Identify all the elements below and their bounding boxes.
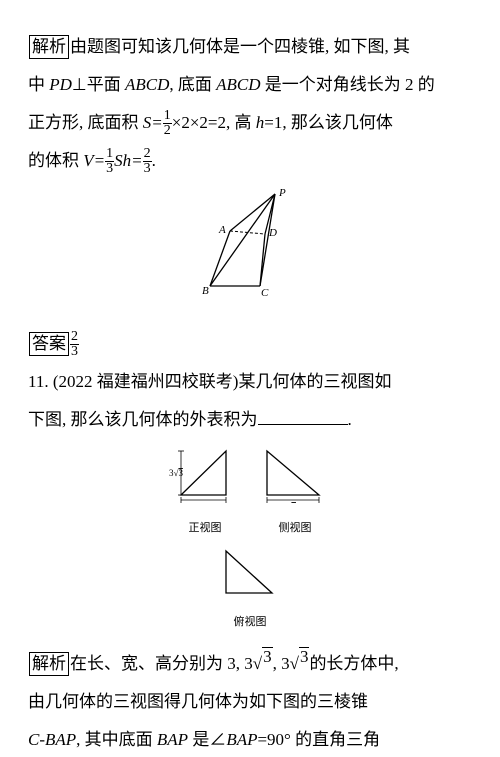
- side-view: 3√3 侧视图: [259, 445, 331, 539]
- answer-frac: 23: [70, 330, 79, 359]
- q11-l2: 下图, 那么该几何体的外表积为.: [28, 403, 472, 437]
- label-jiexi-2: 解析: [29, 652, 69, 676]
- top-label: 俯视图: [218, 611, 282, 633]
- sqrt3b: √3: [290, 647, 310, 681]
- svg-text:C: C: [261, 287, 269, 299]
- frac-third: 13: [105, 147, 114, 176]
- frac-twothird: 23: [143, 147, 152, 176]
- three-views: 3√3 3 正视图 3√3 侧视图 俯视图: [28, 445, 472, 633]
- analysis-2-l3: C-BAP, 其中底面 BAP 是∠BAP=90° 的直角三角: [28, 723, 472, 757]
- pyramid-figure: P A D B C: [28, 186, 472, 313]
- abcd: ABCD: [125, 75, 169, 94]
- label-answer: 答案: [29, 332, 69, 356]
- svg-text:D: D: [268, 227, 277, 239]
- front-label: 正视图: [169, 517, 241, 539]
- svg-text:3: 3: [199, 502, 204, 503]
- answer-line: 答案23: [28, 327, 472, 361]
- cbap: C-BAP: [28, 730, 76, 749]
- top-view: 俯视图: [218, 545, 282, 633]
- analysis-2-l1: 解析在长、宽、高分别为 3, 3√3, 3√3的长方体中,: [28, 647, 472, 681]
- side-label: 侧视图: [259, 517, 331, 539]
- blank: [258, 406, 348, 425]
- analysis-1: 解析由题图可知该几何体是一个四棱锥, 如下图, 其: [28, 30, 472, 64]
- analysis-1-l4: 的体积 V=13Sh=23.: [28, 144, 472, 178]
- svg-text:3√3: 3√3: [282, 502, 296, 503]
- svg-text:P: P: [278, 187, 286, 199]
- sqrt3a: √3: [253, 647, 273, 681]
- analysis-1-l2: 中 PD⊥平面 ABCD, 底面 ABCD 是一个对角线长为 2 的: [28, 68, 472, 102]
- analysis-1-l3: 正方形, 底面积 S=12×2×2=2, 高 h=1, 那么该几何体: [28, 106, 472, 140]
- label-jiexi: 解析: [29, 35, 69, 59]
- analysis-2-l2: 由几何体的三视图得几何体为如下图的三棱锥: [28, 685, 472, 719]
- svg-text:A: A: [218, 224, 226, 236]
- t1a: 由题图可知该几何体是一个四棱锥, 如下图, 其: [70, 37, 410, 56]
- dim-3r3: 3√3: [169, 468, 183, 478]
- front-view: 3√3 3 正视图: [169, 445, 241, 539]
- q11-l1: 11. (2022 福建福州四校联考)某几何体的三视图如: [28, 365, 472, 399]
- pd: PD: [49, 75, 72, 94]
- svg-text:B: B: [202, 285, 209, 297]
- frac-half: 12: [163, 109, 172, 138]
